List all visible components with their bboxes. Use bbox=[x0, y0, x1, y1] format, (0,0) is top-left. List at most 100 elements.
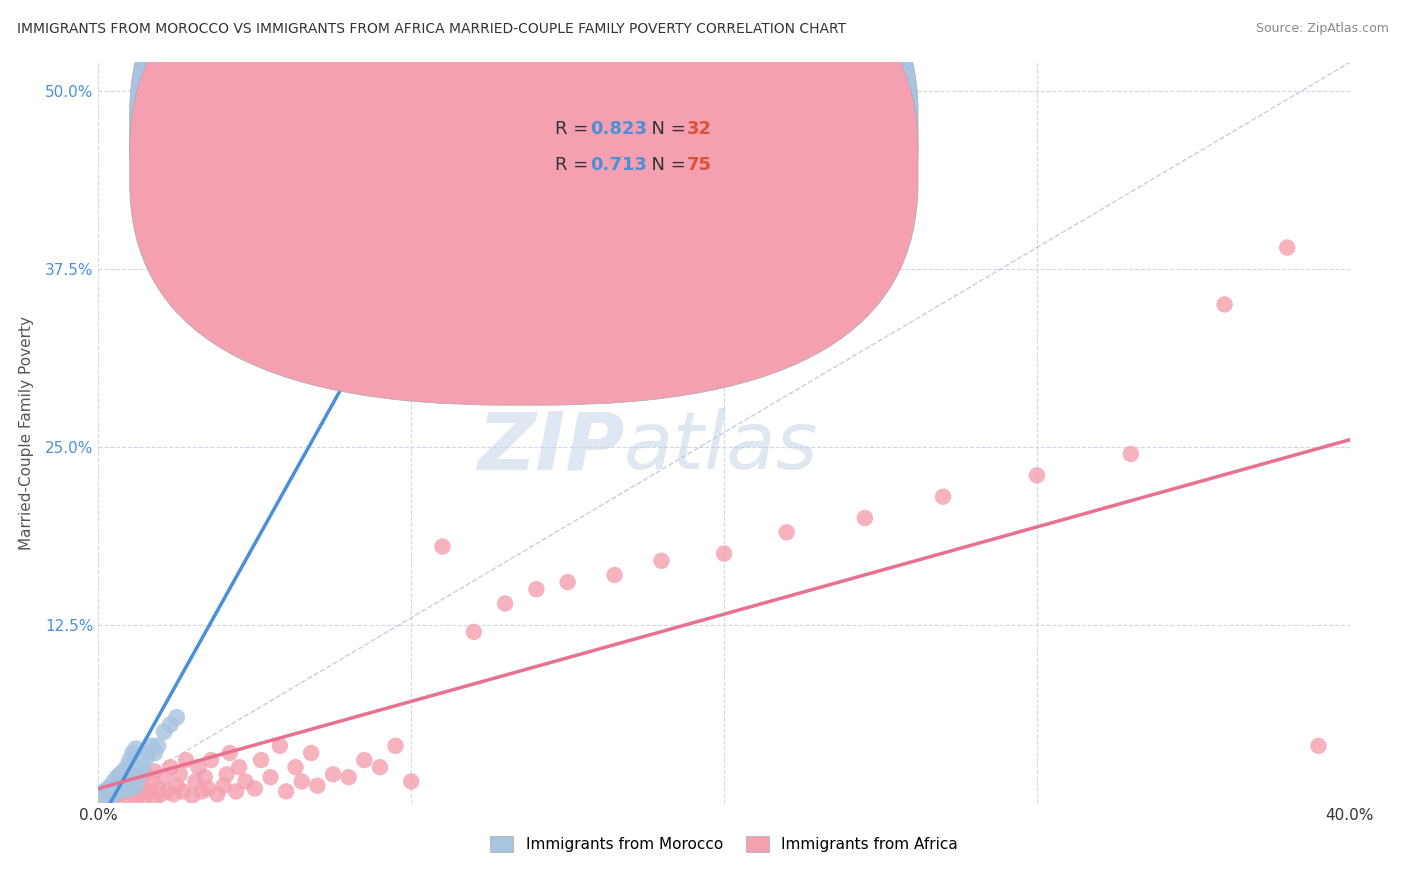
Point bbox=[141, 774, 163, 789]
Point bbox=[243, 781, 266, 796]
Point bbox=[1119, 447, 1142, 461]
Point bbox=[134, 753, 156, 767]
Point bbox=[153, 724, 176, 739]
Point bbox=[141, 739, 163, 753]
Text: 0.713: 0.713 bbox=[591, 155, 647, 174]
Point bbox=[166, 779, 188, 793]
Point bbox=[228, 760, 250, 774]
Text: 32: 32 bbox=[686, 120, 711, 138]
FancyBboxPatch shape bbox=[129, 0, 918, 369]
Point bbox=[128, 787, 150, 801]
Point bbox=[159, 717, 181, 731]
Point bbox=[284, 760, 307, 774]
Point bbox=[162, 787, 184, 801]
Point bbox=[118, 753, 141, 767]
Text: R =: R = bbox=[555, 155, 595, 174]
Point bbox=[118, 774, 141, 789]
Point bbox=[93, 789, 115, 803]
Point bbox=[112, 764, 135, 779]
Text: 75: 75 bbox=[686, 155, 711, 174]
Point bbox=[110, 781, 132, 796]
Point bbox=[125, 770, 148, 784]
Point bbox=[215, 767, 238, 781]
Point bbox=[299, 746, 322, 760]
Point bbox=[291, 774, 314, 789]
FancyBboxPatch shape bbox=[486, 99, 806, 192]
Point bbox=[603, 568, 626, 582]
Point bbox=[131, 760, 153, 774]
Point bbox=[146, 781, 169, 796]
Point bbox=[225, 784, 247, 798]
Point bbox=[1308, 739, 1330, 753]
Point bbox=[112, 779, 135, 793]
Legend: Immigrants from Morocco, Immigrants from Africa: Immigrants from Morocco, Immigrants from… bbox=[485, 830, 963, 858]
Point bbox=[100, 789, 122, 803]
Point bbox=[526, 582, 548, 597]
Point bbox=[121, 781, 143, 796]
Point bbox=[118, 781, 141, 796]
Text: ZIP: ZIP bbox=[477, 409, 624, 486]
Point bbox=[115, 760, 138, 774]
Point bbox=[463, 624, 485, 639]
Point bbox=[105, 770, 128, 784]
Point bbox=[494, 597, 516, 611]
Point bbox=[110, 787, 132, 801]
Point bbox=[105, 784, 128, 798]
Point bbox=[200, 753, 222, 767]
Point bbox=[184, 774, 207, 789]
Point bbox=[125, 779, 148, 793]
Point bbox=[197, 781, 219, 796]
Point bbox=[153, 770, 176, 784]
Point bbox=[125, 741, 148, 756]
Point bbox=[187, 760, 209, 774]
Point bbox=[138, 746, 160, 760]
Point bbox=[353, 753, 375, 767]
Point bbox=[143, 791, 166, 805]
Point bbox=[146, 739, 169, 753]
Text: 0.823: 0.823 bbox=[591, 120, 647, 138]
Point bbox=[100, 784, 122, 798]
Point bbox=[212, 779, 235, 793]
Point bbox=[105, 781, 128, 796]
Text: R =: R = bbox=[555, 120, 595, 138]
Point bbox=[337, 770, 360, 784]
Point bbox=[93, 784, 115, 798]
Point bbox=[401, 774, 423, 789]
Point bbox=[650, 554, 672, 568]
Point bbox=[322, 767, 344, 781]
Point bbox=[169, 767, 191, 781]
Point bbox=[384, 739, 406, 753]
Text: N =: N = bbox=[640, 120, 692, 138]
Point bbox=[432, 540, 454, 554]
Point bbox=[138, 784, 160, 798]
Point bbox=[274, 784, 298, 798]
Point bbox=[207, 787, 229, 801]
Point bbox=[118, 784, 141, 798]
Point bbox=[90, 789, 112, 803]
Point bbox=[235, 774, 257, 789]
FancyBboxPatch shape bbox=[129, 0, 918, 405]
Point bbox=[776, 525, 799, 540]
Point bbox=[1213, 297, 1236, 311]
Point bbox=[713, 547, 735, 561]
Text: IMMIGRANTS FROM MOROCCO VS IMMIGRANTS FROM AFRICA MARRIED-COUPLE FAMILY POVERTY : IMMIGRANTS FROM MOROCCO VS IMMIGRANTS FR… bbox=[17, 22, 846, 37]
Point bbox=[156, 784, 179, 798]
Point bbox=[174, 753, 197, 767]
Y-axis label: Married-Couple Family Poverty: Married-Couple Family Poverty bbox=[18, 316, 34, 549]
Point bbox=[353, 177, 375, 191]
Point bbox=[1026, 468, 1049, 483]
Point bbox=[159, 760, 181, 774]
Point bbox=[131, 779, 153, 793]
Point bbox=[307, 779, 329, 793]
Point bbox=[110, 767, 132, 781]
Point bbox=[97, 781, 120, 796]
Point bbox=[134, 767, 156, 781]
Point bbox=[112, 779, 135, 793]
Point bbox=[181, 789, 204, 803]
Point bbox=[143, 764, 166, 779]
Point bbox=[218, 746, 240, 760]
Point bbox=[166, 710, 188, 724]
Point bbox=[250, 753, 273, 767]
Point bbox=[143, 746, 166, 760]
Point bbox=[103, 787, 125, 801]
